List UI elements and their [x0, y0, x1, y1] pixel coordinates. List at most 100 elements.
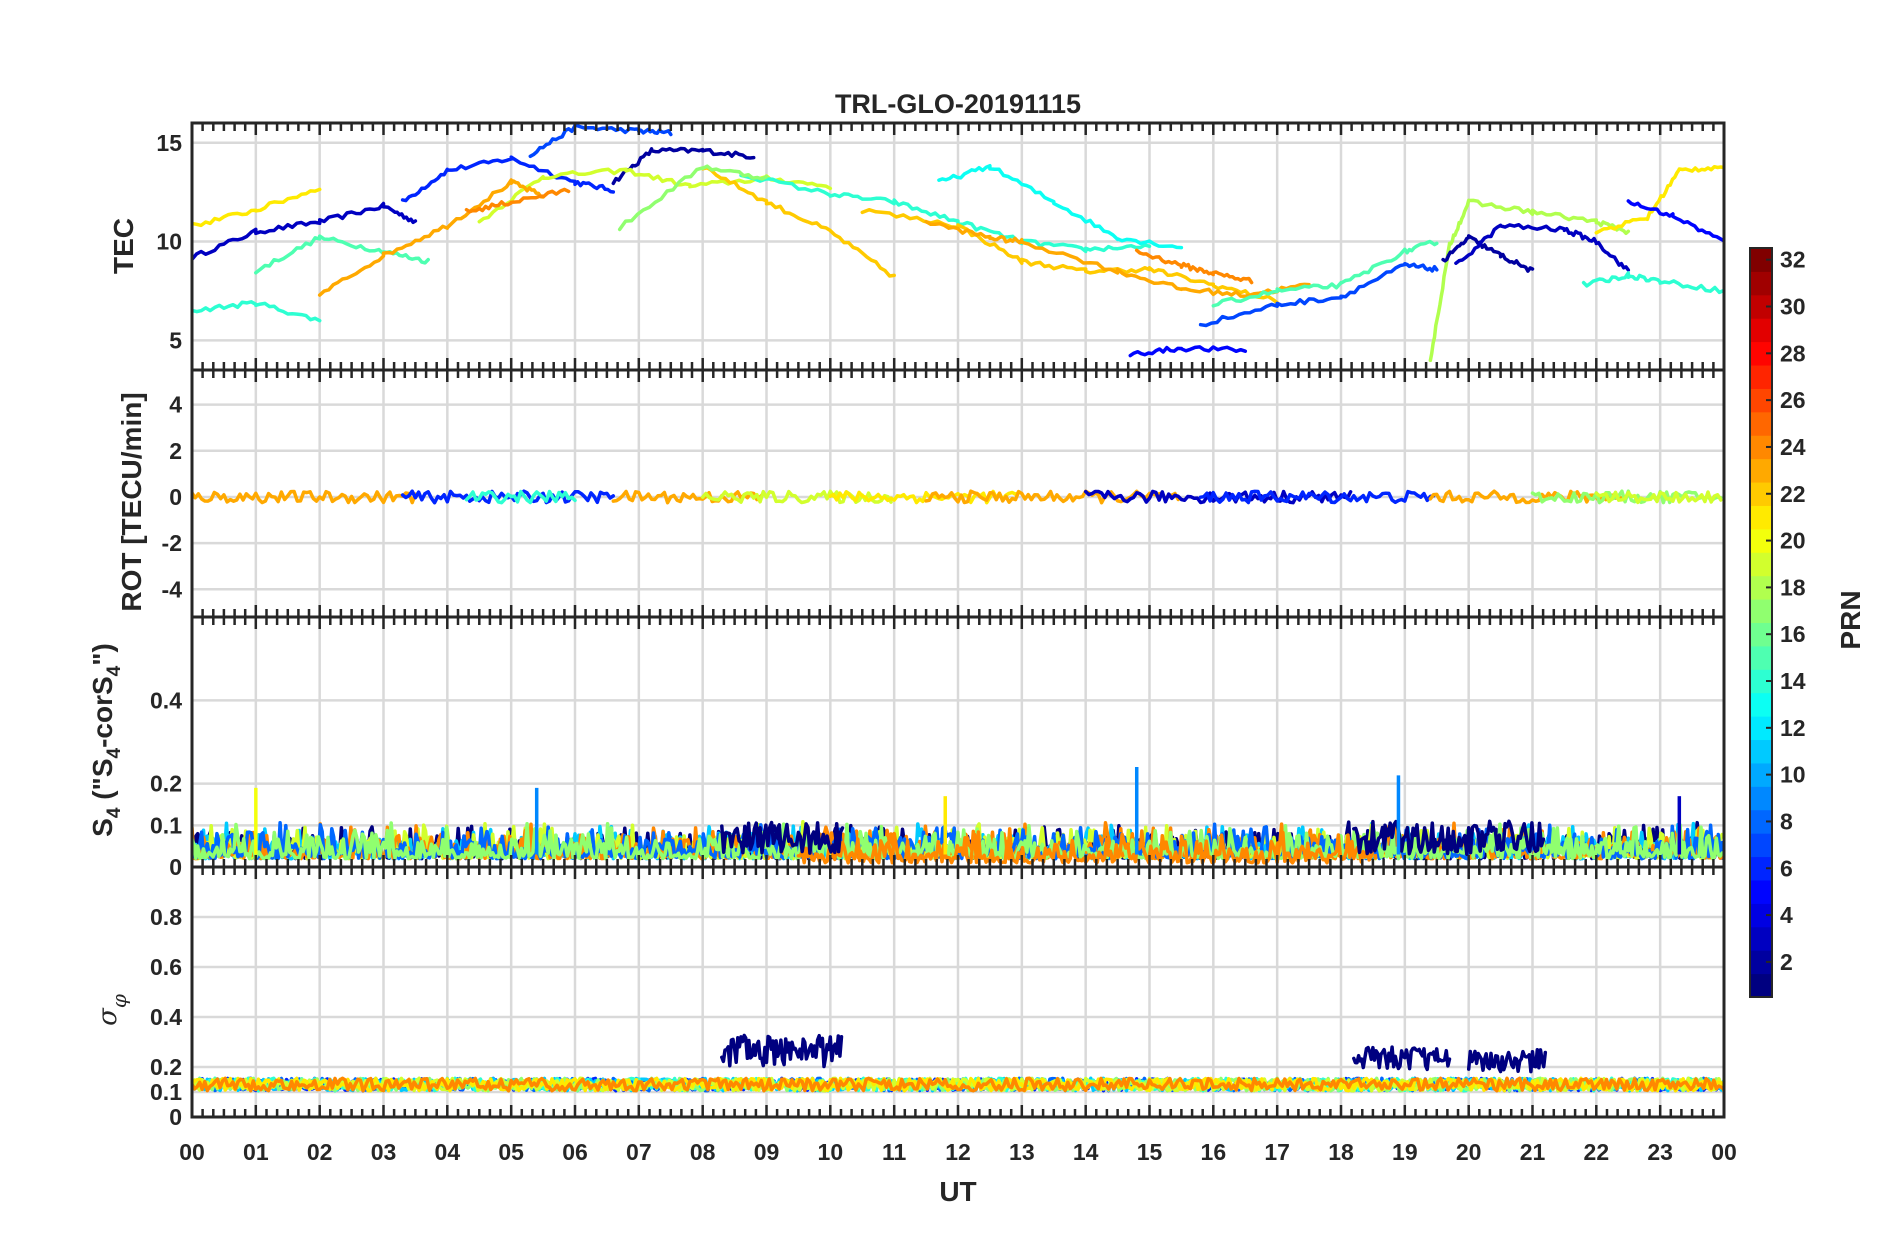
colorbar-segment: [1750, 552, 1772, 577]
tec-series-prn-14: [1581, 271, 1724, 295]
rot-series: [400, 489, 616, 505]
x-tick-label: 07: [626, 1139, 652, 1165]
y-tick-label: 10: [156, 229, 182, 255]
colorbar-tick-label: 22: [1780, 481, 1806, 507]
x-tick-label: 11: [882, 1139, 907, 1165]
s4-series-prn-1: [1352, 819, 1546, 856]
x-tick-marks: [190, 617, 1726, 867]
colorbar-tick-label: 32: [1780, 247, 1806, 273]
y-tick-label: 0.4: [150, 1004, 182, 1030]
colorbar-segment: [1750, 973, 1772, 998]
x-tick-label: 23: [1647, 1139, 1673, 1165]
y-tick-label: 0.1: [150, 1079, 182, 1105]
s4-label-end: "): [87, 643, 118, 666]
x-axis-label: UT: [939, 1176, 976, 1207]
tec-series-prn-22: [860, 207, 1279, 305]
colorbar-segment: [1750, 903, 1772, 928]
colorbar-segment: [1750, 458, 1772, 483]
rot-series: [1428, 489, 1627, 505]
colorbar-tick-label: 4: [1780, 902, 1793, 928]
panel-tec: 5 10 15: [156, 121, 1726, 372]
tec-series-prn-23: [924, 219, 1311, 299]
panel-rot: 4 2 0 -2 -4: [162, 368, 1726, 619]
x-tick-label: 09: [754, 1139, 780, 1165]
colorbar-segment: [1750, 271, 1772, 296]
s4-axis-label: S4 ("S4-corS4"): [87, 643, 125, 837]
colorbar-segment: [1750, 856, 1772, 881]
colorbar-segment: [1750, 669, 1772, 694]
x-tick-label: 05: [498, 1139, 524, 1165]
colorbar-tick-label: 16: [1780, 621, 1806, 647]
y-tick-label: 0.8: [150, 904, 182, 930]
x-tick-label: 10: [818, 1139, 844, 1165]
rot-series: [1198, 489, 1436, 505]
tec-series-prn-14: [192, 300, 322, 323]
rot-series: [700, 489, 893, 505]
colorbar-segment: [1750, 692, 1772, 717]
colorbar-segment: [1750, 786, 1772, 811]
y-tick-label: 0.1: [150, 812, 182, 838]
x-tick-label: 19: [1392, 1139, 1418, 1165]
colorbar-tick-label: 14: [1780, 668, 1806, 694]
y-tick-label: 5: [169, 327, 182, 353]
y-tick-label: 15: [156, 130, 182, 156]
colorbar-segment: [1750, 833, 1772, 858]
tec-axis-label: TEC: [108, 218, 139, 274]
x-tick-label: 12: [945, 1139, 971, 1165]
colorbar-tick-label: 28: [1780, 340, 1806, 366]
x-tick-label: 22: [1584, 1139, 1610, 1165]
x-tick-marks: [190, 867, 1726, 1117]
x-tick-label: 15: [1137, 1139, 1163, 1165]
tec-series-prn-3: [192, 201, 418, 262]
x-tick-marks: [190, 123, 1726, 370]
tec-series-prn-2: [1441, 234, 1535, 273]
x-tick-label: 13: [1009, 1139, 1035, 1165]
panel-sigma-phi: 0.8 0.6 0.4 0.20.10: [150, 865, 1726, 1130]
y-tick-label: 4: [169, 392, 182, 418]
colorbar-segment: [1750, 505, 1772, 530]
x-tick-label: 21: [1520, 1139, 1546, 1165]
colorbar-segment: [1750, 388, 1772, 413]
s4-label-sub2: 4: [104, 748, 125, 759]
sigma-burst-prn-1: [1466, 1048, 1548, 1074]
data-layer: [192, 489, 1723, 505]
colorbar-tick-label: 10: [1780, 762, 1806, 788]
x-tick-label: 00: [1711, 1139, 1737, 1165]
tec-series-prn-13: [937, 163, 1184, 250]
colorbar-segment: [1750, 950, 1772, 975]
colorbar-segment: [1750, 762, 1772, 787]
colorbar-segment: [1750, 575, 1772, 600]
tec-series-prn-15: [254, 234, 430, 275]
sigma-label-main: σ: [93, 1007, 123, 1026]
colorbar-frame: [1749, 247, 1773, 998]
x-tick-label: 18: [1328, 1139, 1354, 1165]
x-tick-label: 00: [179, 1139, 205, 1165]
sigma-label-sub: φ: [107, 994, 131, 1008]
y-tick-label: 0: [169, 1104, 182, 1130]
x-tick-label: 17: [1264, 1139, 1290, 1165]
colorbar-segment: [1750, 411, 1772, 436]
colorbar-tick-label: 6: [1780, 855, 1793, 881]
x-axis: 00 01 02 03 04 05 06 07 08 09 10 11 12 13 14 15 16 17 18 19…: [179, 1139, 1737, 1165]
tec-series-prn-22: [700, 166, 896, 278]
colorbar-segment: [1750, 341, 1772, 366]
tec-series-prn-21: [192, 187, 322, 228]
colorbar-tick-label: 2: [1780, 949, 1793, 975]
colorbar-tick-label: 24: [1780, 434, 1806, 460]
panel-s4: 0.4 0.2 0.1 0: [150, 615, 1726, 880]
x-tick-marks: [190, 370, 1726, 617]
y-tick-label: 2: [169, 438, 182, 464]
x-tick-label: 04: [435, 1139, 461, 1165]
tec-series-prn-17: [617, 164, 769, 232]
tec-series-prn-5: [1626, 199, 1724, 243]
y-tick-label: 0.2: [150, 1054, 182, 1080]
data-layer: [192, 123, 1724, 363]
tec-series-prn-5: [1128, 345, 1248, 358]
y-tick-label: 0: [169, 484, 182, 510]
x-tick-label: 06: [562, 1139, 588, 1165]
colorbar-segment: [1750, 482, 1772, 506]
colorbar-segment: [1750, 879, 1772, 904]
